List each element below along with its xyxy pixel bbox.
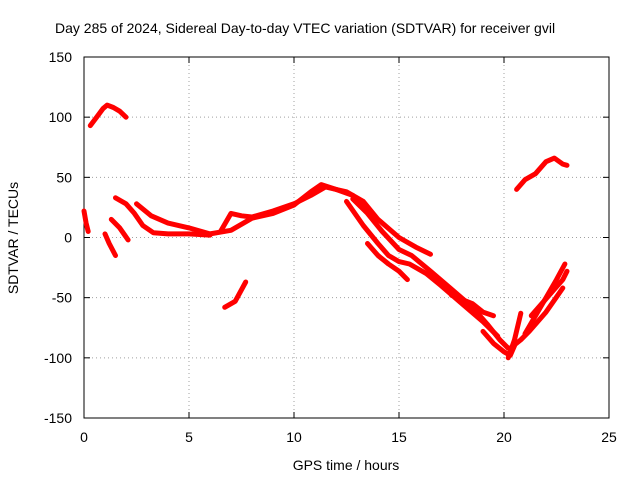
- plot-frame: [83, 56, 610, 419]
- series-track-2: [87, 102, 129, 129]
- axis-ticks: 0 5 10 15 20 25 -150 -100 -50 0 50 100 150: [44, 49, 617, 445]
- series-track-14: [505, 310, 524, 361]
- series-track-17: [528, 268, 570, 319]
- y-tick-label: 50: [56, 169, 72, 185]
- x-tick-label: 0: [80, 429, 88, 445]
- y-tick-label: -100: [44, 350, 72, 366]
- grid: [84, 57, 609, 418]
- y-tick-label: 0: [64, 230, 72, 246]
- x-tick-label: 10: [286, 429, 302, 445]
- x-axis-label: GPS time / hours: [293, 457, 400, 473]
- series-track-12: [449, 292, 496, 319]
- series-track-18: [514, 155, 570, 192]
- series-track-1: [81, 208, 91, 234]
- y-tick-label: -50: [52, 290, 72, 306]
- series-track-7: [218, 184, 433, 257]
- x-tick-label: 5: [185, 429, 193, 445]
- x-tick-label: 20: [496, 429, 512, 445]
- series-track-3: [102, 231, 118, 258]
- series-track-8: [222, 279, 249, 310]
- series-track-10: [350, 196, 511, 351]
- data-marks: [81, 102, 570, 361]
- x-tick-label: 25: [601, 429, 617, 445]
- y-tick-label: -150: [44, 410, 72, 426]
- series-track-4: [108, 216, 131, 243]
- y-tick-label: 150: [49, 49, 73, 65]
- chart-title: Day 285 of 2024, Sidereal Day-to-day VTE…: [55, 20, 555, 36]
- series-track-11: [365, 241, 410, 283]
- series-track-5: [113, 195, 213, 238]
- series-track-9: [344, 198, 501, 339]
- x-tick-label: 15: [391, 429, 407, 445]
- series-track-15: [507, 285, 566, 351]
- series-track-6: [134, 182, 370, 237]
- y-tick-label: 100: [49, 109, 73, 125]
- y-axis-label: SDTVAR / TECUs: [5, 182, 21, 294]
